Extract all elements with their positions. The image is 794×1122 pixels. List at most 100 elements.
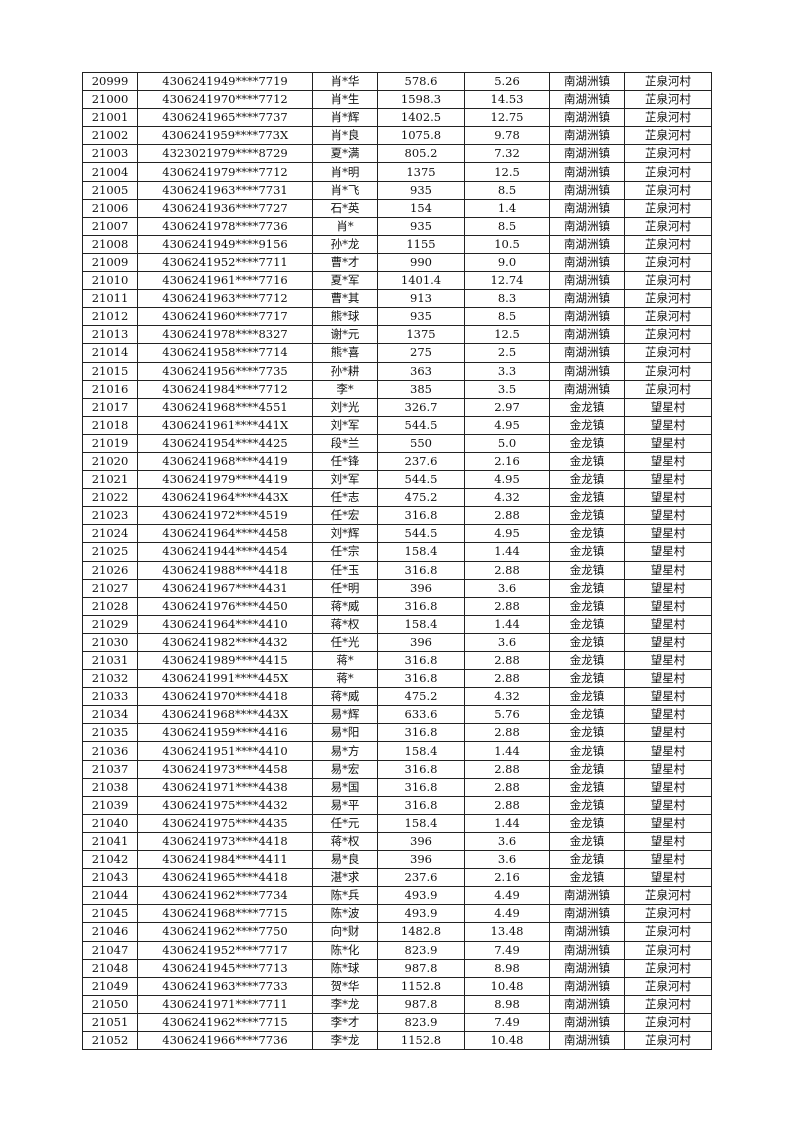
cell-name: 肖*良 <box>312 126 378 146</box>
cell-town: 金龙镇 <box>549 723 625 743</box>
cell-town: 金龙镇 <box>549 506 625 526</box>
table-row: 21029 4306241964****4410 蒋*权 158.4 1.44 金龙镇 望星… <box>82 614 712 634</box>
cell-village: 望星村 <box>624 470 712 490</box>
cell-village: 芷泉河村 <box>624 162 712 182</box>
cell-id-number: 4306241964****4410 <box>137 614 313 634</box>
cell-quantity: 4.49 <box>464 886 550 906</box>
cell-village: 望星村 <box>624 831 712 852</box>
cell-village: 望星村 <box>624 777 712 797</box>
cell-amount: 316.8 <box>377 723 465 743</box>
cell-row-number: 21027 <box>82 578 138 598</box>
cell-town: 南湖洲镇 <box>549 325 625 345</box>
cell-amount: 154 <box>377 198 465 218</box>
table-row: 21030 4306241982****4432 任*光 396 3.6 金龙镇 望星村 <box>82 632 712 653</box>
table-body: 20999 4306241949****7719 肖*华 578.6 5.26 南湖洲镇芷… <box>82 71 712 1051</box>
cell-town: 金龙镇 <box>549 433 625 453</box>
table-row: 21014 4306241958****7714 熊*喜 275 2.5 南湖洲镇 芷泉河村 <box>82 343 712 363</box>
cell-town: 南湖洲镇 <box>549 216 625 236</box>
cell-row-number: 21009 <box>82 252 138 273</box>
cell-id-number: 4306241963****7712 <box>137 289 313 309</box>
cell-amount: 237.6 <box>377 451 465 472</box>
cell-row-number: 21007 <box>82 216 138 236</box>
cell-id-number: 4306241962****7750 <box>137 922 313 942</box>
cell-id-number: 4306241975****4432 <box>137 795 313 815</box>
cell-quantity: 7.49 <box>464 940 550 960</box>
cell-quantity: 3.5 <box>464 379 550 399</box>
cell-id-number: 4306241982****4432 <box>137 632 313 653</box>
cell-id-number: 4306241968****7715 <box>137 904 313 924</box>
cell-row-number: 21000 <box>82 90 138 110</box>
cell-id-number: 4306241968****443X <box>137 705 313 725</box>
cell-row-number: 21035 <box>82 723 138 743</box>
table-row: 21052 4306241966****7736 李*龙 1152.8 10.48 南湖洲… <box>82 1030 712 1051</box>
cell-village: 芷泉河村 <box>624 180 712 200</box>
cell-amount: 935 <box>377 307 465 327</box>
cell-row-number: 21008 <box>82 234 138 254</box>
cell-row-number: 21046 <box>82 922 138 942</box>
cell-quantity: 3.6 <box>464 850 550 870</box>
table-row: 20999 4306241949****7719 肖*华 578.6 5.26 南湖洲镇芷… <box>82 71 712 92</box>
cell-quantity: 2.88 <box>464 723 550 743</box>
cell-amount: 578.6 <box>377 71 465 92</box>
table-row: 21033 4306241970****4418 蒋*威 475.2 4.32 金龙镇 望星… <box>82 687 712 707</box>
cell-amount: 158.4 <box>377 813 465 833</box>
table-row: 21005 4306241963****7731 肖*飞 935 8.5 南湖洲镇 芷泉河村 <box>82 180 712 200</box>
cell-village: 望星村 <box>624 578 712 598</box>
table-row: 21045 4306241968****7715 陈*波 493.9 4.49 南湖洲镇芷… <box>82 904 712 924</box>
cell-name: 任*元 <box>312 813 378 833</box>
table-row: 21001 4306241965****7737 肖*辉 1402.5 12.75 南湖洲… <box>82 108 712 128</box>
cell-row-number: 21031 <box>82 650 138 671</box>
cell-quantity: 1.4 <box>464 198 550 218</box>
cell-town: 金龙镇 <box>549 488 625 508</box>
table-row: 21049 4306241963****7733 贺*华 1152.8 10.48 南湖洲… <box>82 976 712 996</box>
cell-amount: 396 <box>377 831 465 852</box>
cell-row-number: 21029 <box>82 614 138 634</box>
table-row: 21021 4306241979****4419 刘*军 544.5 4.95 金龙镇 望星… <box>82 470 712 490</box>
cell-id-number: 4306241965****4418 <box>137 868 313 888</box>
cell-amount: 1152.8 <box>377 976 465 996</box>
cell-name: 易*良 <box>312 850 378 870</box>
cell-id-number: 4306241976****4450 <box>137 596 313 616</box>
cell-quantity: 2.88 <box>464 669 550 689</box>
cell-amount: 633.6 <box>377 705 465 725</box>
cell-row-number: 21020 <box>82 451 138 472</box>
cell-town: 金龙镇 <box>549 578 625 598</box>
cell-village: 望星村 <box>624 705 712 725</box>
cell-amount: 316.8 <box>377 759 465 779</box>
table-row: 21015 4306241956****7735 孙*耕 363 3.3 南湖洲镇 芷泉河村 <box>82 361 712 381</box>
cell-amount: 158.4 <box>377 741 465 761</box>
cell-name: 蒋*权 <box>312 831 378 852</box>
cell-quantity: 1.44 <box>464 741 550 761</box>
cell-quantity: 5.76 <box>464 705 550 725</box>
cell-row-number: 21014 <box>82 343 138 363</box>
cell-id-number: 4306241979****7712 <box>137 162 313 182</box>
cell-row-number: 21049 <box>82 976 138 996</box>
cell-name: 蒋* <box>312 650 378 671</box>
cell-name: 贺*华 <box>312 976 378 996</box>
cell-amount: 475.2 <box>377 488 465 508</box>
table-row: 21051 4306241962****7715 李*才 823.9 7.49 南湖洲镇芷… <box>82 1012 712 1032</box>
cell-amount: 158.4 <box>377 542 465 562</box>
cell-row-number: 21028 <box>82 596 138 616</box>
cell-name: 易*国 <box>312 777 378 797</box>
cell-row-number: 21004 <box>82 162 138 182</box>
cell-row-number: 20999 <box>82 71 138 92</box>
cell-amount: 316.8 <box>377 777 465 797</box>
cell-village: 芷泉河村 <box>624 234 712 254</box>
cell-name: 陈*兵 <box>312 886 378 906</box>
table-row: 21026 4306241988****4418 任*玉 316.8 2.88 金龙镇 望星… <box>82 560 712 580</box>
cell-town: 南湖洲镇 <box>549 289 625 309</box>
cell-id-number: 4306241968****4419 <box>137 451 313 472</box>
cell-row-number: 21015 <box>82 361 138 381</box>
cell-village: 望星村 <box>624 650 712 671</box>
cell-name: 陈*波 <box>312 904 378 924</box>
table-row: 21040 4306241975****4435 任*元 158.4 1.44 金龙镇 望星… <box>82 813 712 833</box>
cell-name: 蒋* <box>312 669 378 689</box>
cell-village: 芷泉河村 <box>624 216 712 236</box>
cell-quantity: 2.88 <box>464 506 550 526</box>
cell-quantity: 8.98 <box>464 958 550 978</box>
cell-name: 肖* <box>312 216 378 236</box>
cell-row-number: 21032 <box>82 669 138 689</box>
cell-town: 金龙镇 <box>549 415 625 435</box>
table-row: 21028 4306241976****4450 蒋*威 316.8 2.88 金龙镇 望星… <box>82 596 712 616</box>
